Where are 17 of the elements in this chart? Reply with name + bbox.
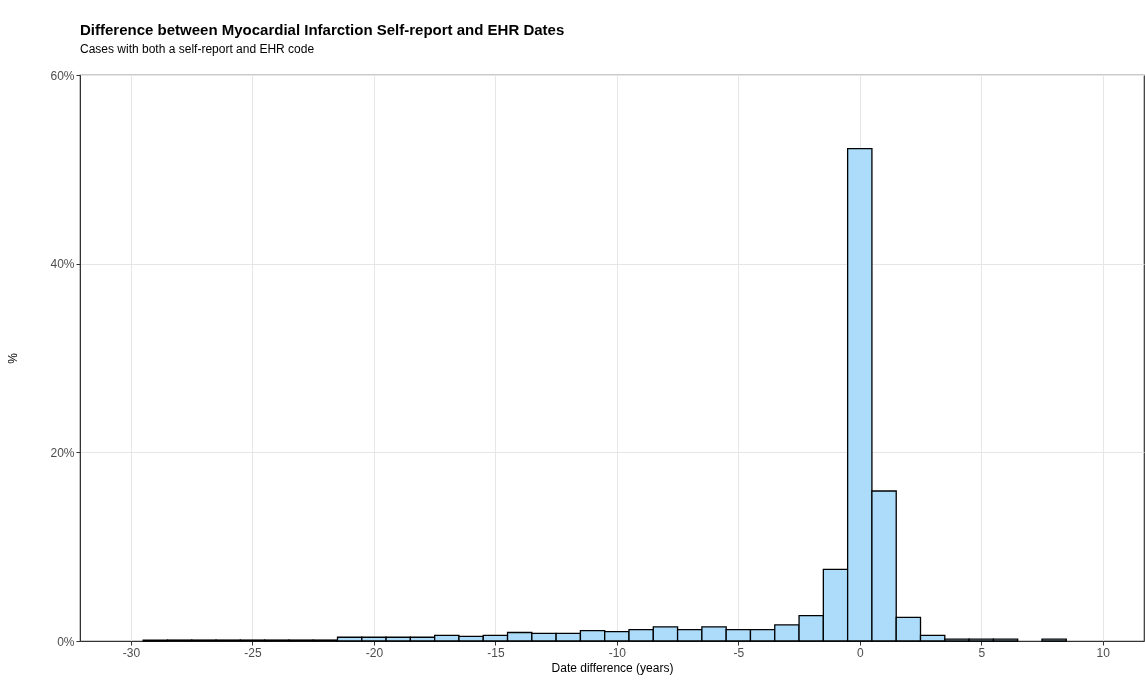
x-tick-label: -20 (365, 645, 384, 660)
y-axis-title: % (6, 352, 21, 364)
x-tick-label: 10 (1096, 645, 1111, 660)
x-tick-label: -15 (487, 645, 505, 660)
x-tick-label: -5 (733, 645, 745, 660)
x-tick-label: -10 (608, 645, 627, 660)
y-tick-label: 20% (50, 445, 75, 460)
x-tick-label: 5 (978, 645, 986, 660)
y-tick-label: 60% (50, 68, 75, 83)
x-tick-label: -30 (122, 645, 141, 660)
x-axis-title: Date difference (years) (551, 660, 674, 675)
y-tick-label: 40% (50, 257, 75, 272)
x-tick-label: 0 (856, 645, 864, 660)
x-tick-label: -25 (244, 645, 262, 660)
chart-subtitle: Cases with both a self-report and EHR code (80, 42, 315, 56)
y-tick-label: 0% (57, 634, 75, 649)
chart-title: Difference between Myocardial Infarction Self-report and EHR Dates (80, 21, 565, 38)
